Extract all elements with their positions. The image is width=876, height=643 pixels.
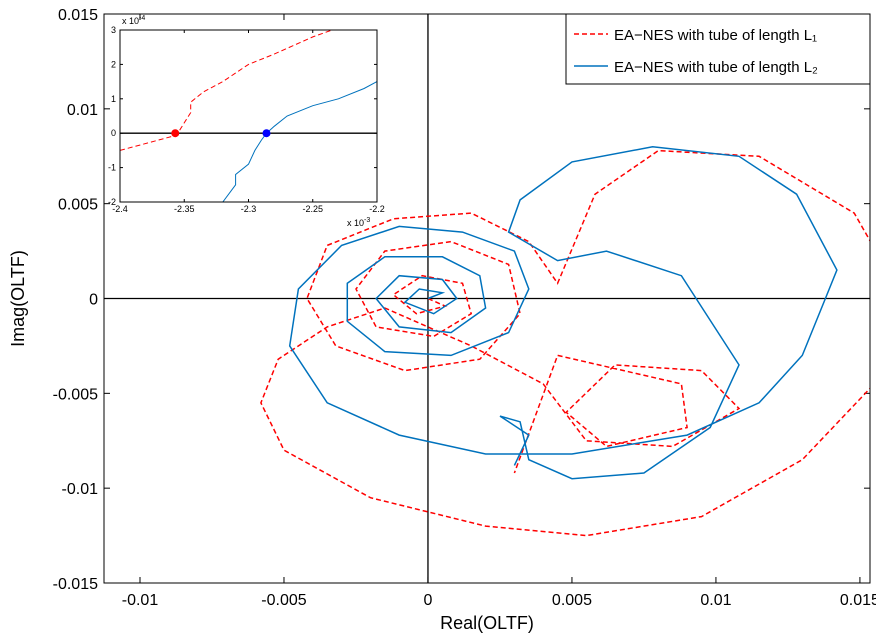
x-tick-label: -2.4 xyxy=(112,204,128,214)
marker xyxy=(171,129,180,138)
legend: EA−NES with tube of length L₁ EA−NES with… xyxy=(565,13,871,85)
y-tick-label: 0 xyxy=(111,128,116,138)
x-tick-label: -2.2 xyxy=(369,204,385,214)
y-tick-label: 2 xyxy=(111,59,116,69)
plot-frame xyxy=(119,29,378,203)
multiplier-base: x 10 xyxy=(122,16,139,26)
x-tick-label: 0.005 xyxy=(552,592,592,609)
y-tick-label: 0 xyxy=(89,292,98,309)
plot-area xyxy=(120,30,377,202)
series-line xyxy=(288,146,838,480)
legend-label: EA−NES with tube of length L₁ xyxy=(614,27,817,44)
y-tick-label: 1 xyxy=(111,94,116,104)
x-axis-label: Real(OLTF) xyxy=(440,613,534,633)
y-tick-label: 0.01 xyxy=(67,102,98,119)
plot-frame xyxy=(103,13,871,584)
y-tick-label: -0.015 xyxy=(53,576,98,593)
x-tick-label: -2.3 xyxy=(241,204,257,214)
y-tick-label: 3 xyxy=(111,25,116,35)
y-tick-label: 0.005 xyxy=(58,197,98,214)
legend-box xyxy=(565,13,871,85)
y-tick-label: -0.005 xyxy=(53,386,98,403)
x-tick-label: -0.01 xyxy=(122,592,159,609)
y-tick-label: -1 xyxy=(108,163,116,173)
x-tick-label: -0.005 xyxy=(261,592,306,609)
y-tick-label: 0.015 xyxy=(58,7,98,24)
multiplier-exponent: -3 xyxy=(364,217,370,224)
y-axis-label: Imag(OLTF) xyxy=(8,250,28,347)
x-tick-label: 0 xyxy=(424,592,433,609)
multiplier-exponent: -4 xyxy=(139,15,145,22)
y-tick-label: -2 xyxy=(108,197,116,207)
x-tick-label: -2.35 xyxy=(174,204,195,214)
x-tick-label: -2.25 xyxy=(302,204,323,214)
multiplier-base: x 10 xyxy=(347,218,364,228)
marker xyxy=(262,129,271,138)
y-tick-label: -0.01 xyxy=(62,481,99,498)
legend-label: EA−NES with tube of length L₂ xyxy=(614,59,818,76)
axis-multiplier: x 10-4 xyxy=(122,15,145,26)
axis-multiplier: x 10-3 xyxy=(347,217,370,228)
x-tick-label: 0.015 xyxy=(840,592,876,609)
x-tick-label: 0.01 xyxy=(700,592,731,609)
